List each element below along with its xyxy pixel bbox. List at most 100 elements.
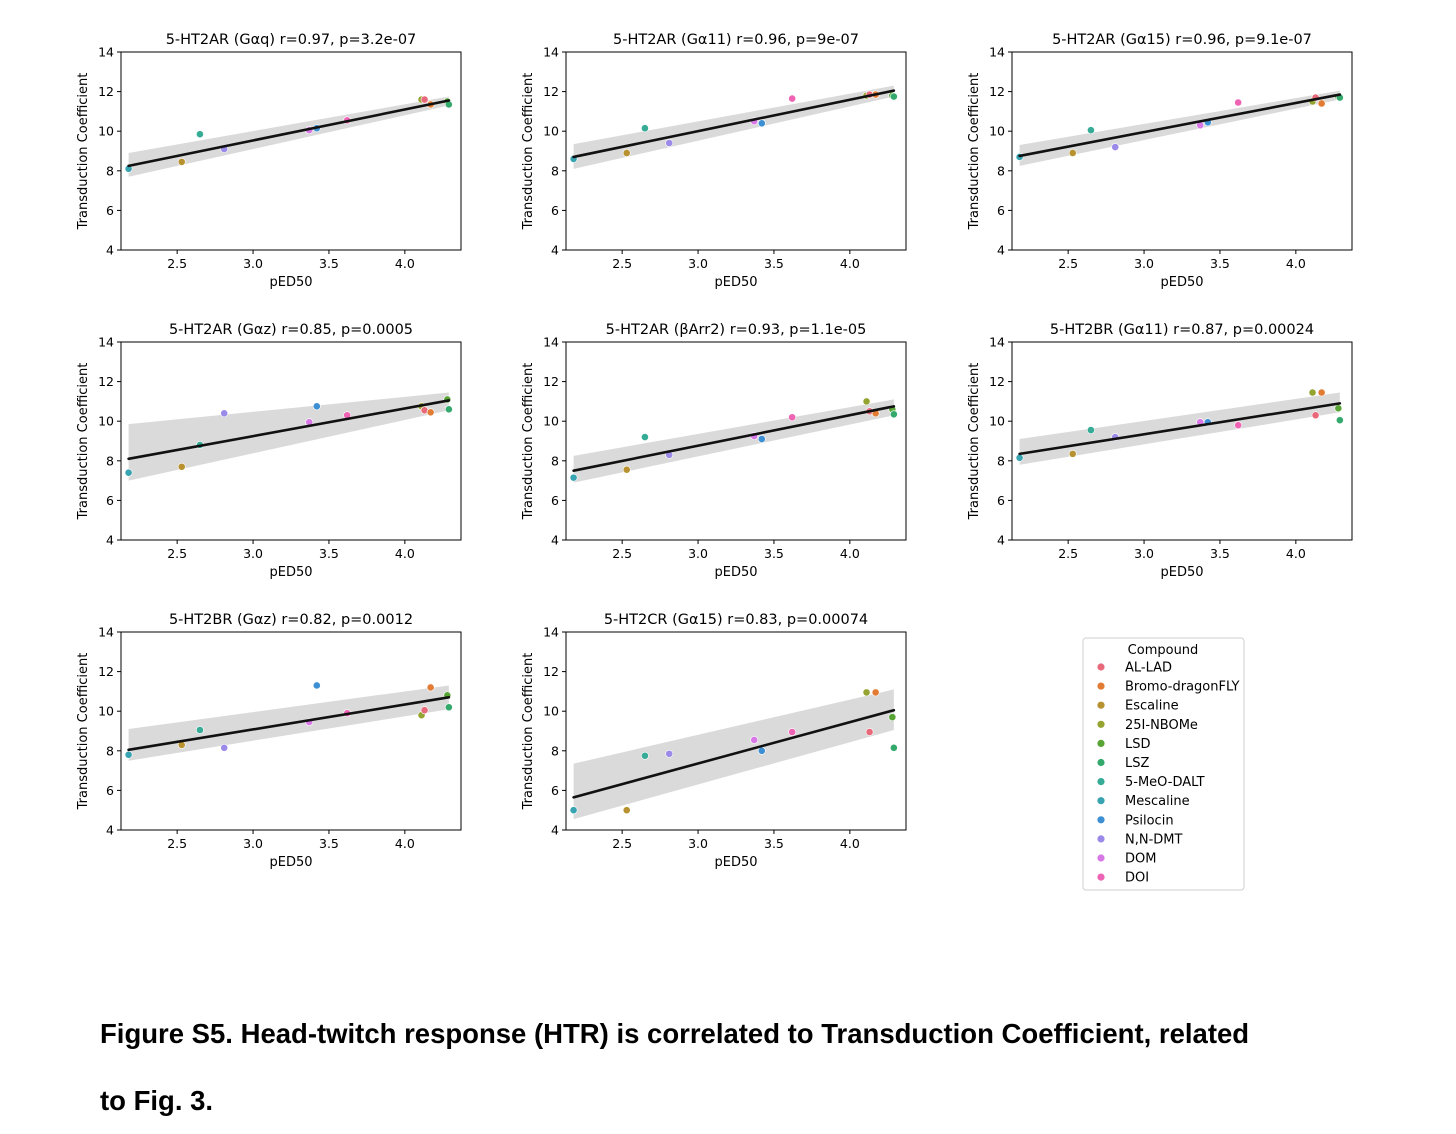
legend-label: Escaline	[1125, 699, 1179, 714]
x-tick-label: 4.0	[395, 546, 415, 561]
x-tick-label: 4.0	[1286, 546, 1306, 561]
y-tick-label: 8	[551, 163, 559, 178]
data-point-lsz	[889, 743, 898, 752]
regression-line	[572, 89, 896, 159]
y-tick-label: 10	[543, 124, 559, 139]
data-point-escaline	[622, 806, 631, 815]
confidence-band	[128, 392, 449, 481]
data-point-escaline	[177, 462, 186, 471]
legend-label: Mescaline	[1125, 794, 1190, 809]
legend-marker-dom	[1097, 854, 1105, 862]
x-tick-label: 3.0	[1134, 546, 1154, 561]
data-point-5-meo-dalt	[641, 433, 649, 441]
x-tick-label: 2.5	[612, 546, 632, 561]
y-tick-label: 14	[98, 625, 114, 640]
regression-line	[127, 399, 451, 461]
y-tick-label: 14	[543, 335, 559, 350]
x-tick-label: 4.0	[395, 836, 415, 851]
x-tick-label: 3.0	[688, 836, 708, 851]
x-tick-label: 3.0	[688, 256, 708, 271]
data-point-bromo-dragonfly	[1317, 99, 1326, 108]
y-tick-label: 10	[989, 124, 1005, 139]
x-tick-label: 3.5	[764, 546, 784, 561]
y-tick-label: 12	[543, 374, 559, 389]
data-point-lsz	[444, 405, 453, 414]
x-tick-label: 3.5	[1210, 546, 1230, 561]
data-point-bromo-dragonfly	[426, 683, 435, 692]
axes-frame	[1011, 341, 1353, 541]
y-tick-label: 6	[997, 203, 1005, 218]
axes-frame	[565, 341, 907, 541]
data-point-mescaline	[124, 750, 133, 759]
x-tick-label: 3.5	[319, 546, 339, 561]
subplot-title: 5-HT2BR (Gα11) r=0.87, p=0.00024	[1050, 322, 1314, 338]
data-point-escaline	[177, 157, 186, 166]
legend-marker-mescaline	[1097, 797, 1105, 805]
regression-line	[127, 99, 451, 168]
x-tick-label: 2.5	[1058, 546, 1078, 561]
data-point-5-meo-dalt	[641, 124, 649, 133]
x-axis-label: pED50	[1160, 275, 1203, 290]
x-tick-label: 3.0	[688, 546, 708, 561]
data-point-psilocin	[757, 435, 766, 443]
legend-marker-al-lad	[1097, 663, 1105, 671]
data-point-al-lad	[420, 95, 429, 104]
y-tick-label: 6	[551, 493, 559, 508]
y-tick-label: 14	[543, 625, 559, 640]
x-tick-label: 3.0	[1134, 256, 1154, 271]
legend-marker-doi	[1097, 873, 1105, 881]
x-tick-label: 2.5	[167, 836, 187, 851]
data-point-psilocin	[312, 402, 321, 411]
x-axis-label: pED50	[269, 275, 312, 290]
data-point-doi	[1234, 98, 1243, 107]
legend-label: DOI	[1125, 871, 1149, 886]
legend-label: Psilocin	[1125, 813, 1174, 828]
y-tick-label: 12	[543, 664, 559, 679]
y-tick-label: 10	[989, 414, 1005, 429]
x-tick-label: 2.5	[612, 256, 632, 271]
y-tick-label: 8	[997, 453, 1005, 468]
legend-label: 25I-NBOMe	[1125, 718, 1198, 733]
legend-marker-25i-nbome	[1097, 720, 1105, 728]
x-tick-label: 3.5	[1210, 256, 1230, 271]
legend-title: Compound	[1128, 643, 1199, 658]
y-tick-label: 6	[106, 203, 114, 218]
caption-line-1: Figure S5. Head-twitch response (HTR) is…	[100, 1018, 1250, 1049]
x-tick-label: 4.0	[840, 546, 860, 561]
data-point-dom	[750, 736, 759, 744]
y-tick-label: 4	[106, 823, 114, 838]
axes-frame	[120, 341, 462, 541]
x-tick-label: 4.0	[840, 256, 860, 271]
y-tick-label: 4	[551, 823, 559, 838]
legend-label: N,N-DMT	[1125, 832, 1182, 847]
data-point-doi	[788, 728, 797, 736]
figure-grid: 2.5 3.0 3.5 4.0 4 6 8 10 12 14 pED50 Transduction C…	[76, 32, 1353, 891]
data-point-mescaline	[569, 806, 578, 815]
x-tick-label: 4.0	[840, 836, 860, 851]
x-tick-label: 3.5	[319, 256, 339, 271]
legend-label: DOM	[1125, 852, 1156, 867]
legend: Compound AL-LAD Bromo-dragonFLY Escaline 25I…	[1082, 637, 1245, 891]
regression-line	[1018, 93, 1342, 158]
subplot-6: 2.5 3.0 3.5 4.0 4 6 8 10 12 14 pED50 Transduction C…	[967, 322, 1353, 580]
subplot-4: 2.5 3.0 3.5 4.0 4 6 8 10 12 14 pED50 Transduction C…	[76, 322, 462, 580]
axes-frame	[565, 631, 907, 831]
data-point-escaline	[1068, 149, 1077, 157]
y-tick-label: 4	[106, 243, 114, 258]
data-point-lsz	[444, 703, 453, 712]
data-point-lsz	[889, 410, 898, 419]
regression-line	[127, 696, 451, 752]
legend-label: LSZ	[1125, 756, 1149, 771]
y-tick-label: 4	[997, 243, 1005, 258]
y-tick-label: 8	[551, 453, 559, 468]
legend-marker-lsd	[1097, 739, 1105, 748]
data-point-escaline	[1068, 449, 1077, 458]
y-tick-label: 14	[98, 335, 114, 350]
regression-line	[1018, 402, 1342, 456]
y-tick-label: 12	[98, 664, 114, 679]
x-axis-label: pED50	[714, 565, 757, 580]
y-axis-label: Transduction Coefficient	[76, 73, 91, 231]
data-point-5-meo-dalt	[1087, 126, 1095, 135]
y-tick-label: 4	[106, 533, 114, 548]
regression-line	[572, 708, 896, 799]
